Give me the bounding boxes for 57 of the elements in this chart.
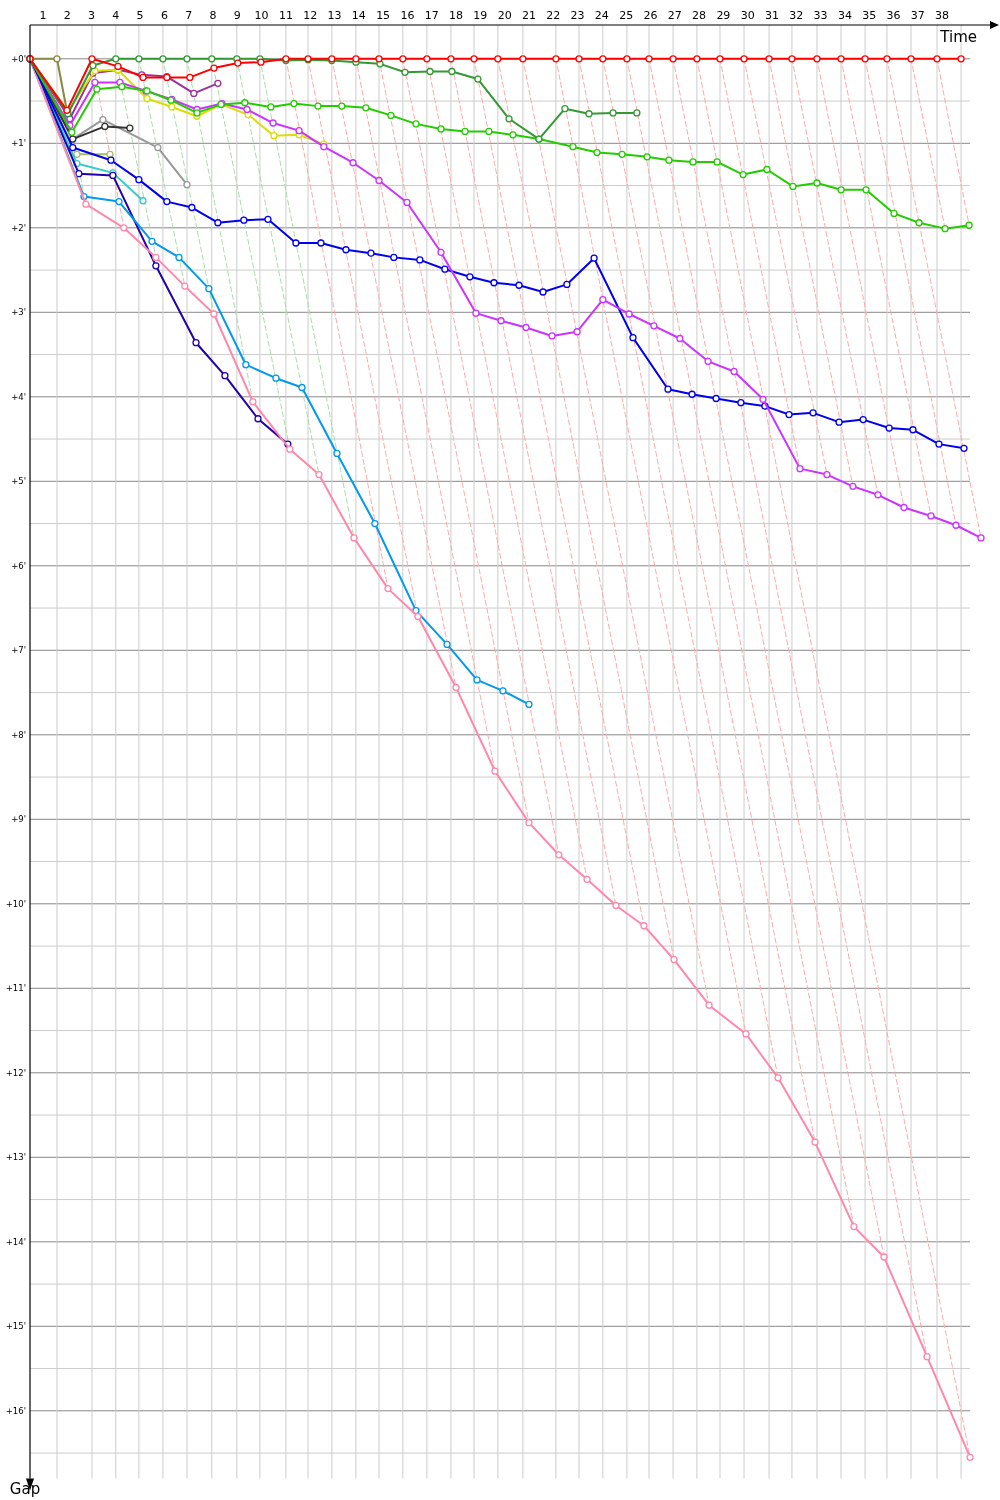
y-tick-label: +8' <box>11 729 26 740</box>
x-axis-title: Time <box>939 28 977 46</box>
y-tick-label: +15' <box>5 1321 26 1332</box>
y-tick-label: +9' <box>11 814 26 825</box>
y-tick-label: +2' <box>11 222 26 233</box>
y-tick-label: +1' <box>11 138 26 149</box>
x-tick-label: 9 <box>233 9 241 22</box>
y-tick-label: +16' <box>5 1405 26 1416</box>
x-tick-label: 23 <box>570 9 585 22</box>
x-tick-label: 2 <box>63 9 71 22</box>
x-tick-label: 32 <box>789 9 804 22</box>
y-tick-label: +3' <box>11 307 26 318</box>
y-tick-label: +12' <box>5 1067 26 1078</box>
x-tick-label: 30 <box>740 9 755 22</box>
x-tick-label: 5 <box>136 9 144 22</box>
x-tick-label: 14 <box>351 9 366 22</box>
x-tick-label: 1 <box>39 9 47 22</box>
x-tick-label: 36 <box>886 9 901 22</box>
y-tick-label: +11' <box>5 983 26 994</box>
x-tick-label: 38 <box>935 9 950 22</box>
x-tick-label: 21 <box>521 9 536 22</box>
x-tick-label: 4 <box>112 9 120 22</box>
x-tick-label: 17 <box>424 9 439 22</box>
y-tick-label: +4' <box>11 391 26 402</box>
x-tick-label: 18 <box>449 9 464 22</box>
x-tick-label: 19 <box>473 9 488 22</box>
x-tick-label: 34 <box>837 9 852 22</box>
x-tick-label: 3 <box>87 9 95 22</box>
x-tick-label: 10 <box>254 9 269 22</box>
x-tick-label: 11 <box>278 9 293 22</box>
y-tick-label: +5' <box>11 476 26 487</box>
x-tick-label: 12 <box>303 9 318 22</box>
y-tick-label: +13' <box>5 1152 26 1163</box>
x-tick-label: 15 <box>376 9 391 22</box>
x-tick-label: 13 <box>327 9 342 22</box>
x-tick-label: 22 <box>546 9 561 22</box>
x-tick-label: 20 <box>497 9 512 22</box>
x-tick-label: 37 <box>910 9 925 22</box>
y-tick-label: +10' <box>5 898 26 909</box>
x-tick-label: 6 <box>160 9 168 22</box>
x-tick-label: 16 <box>400 9 415 22</box>
y-tick-label: +0' <box>11 53 26 64</box>
x-tick-label: 28 <box>692 9 707 22</box>
x-tick-label: 27 <box>667 9 682 22</box>
x-tick-label: 24 <box>594 9 609 22</box>
y-tick-label: +14' <box>5 1236 26 1247</box>
y-tick-label: +7' <box>11 645 26 656</box>
x-tick-label: 29 <box>716 9 731 22</box>
x-tick-label: 26 <box>643 9 658 22</box>
y-tick-label: +6' <box>11 560 26 571</box>
x-tick-label: 35 <box>862 9 877 22</box>
y-axis-title: Gap <box>9 1480 41 1499</box>
x-tick-label: 8 <box>209 9 217 22</box>
x-tick-label: 25 <box>619 9 634 22</box>
x-tick-label: 31 <box>764 9 779 22</box>
x-tick-label: 33 <box>813 9 828 22</box>
x-tick-label: 7 <box>185 9 193 22</box>
